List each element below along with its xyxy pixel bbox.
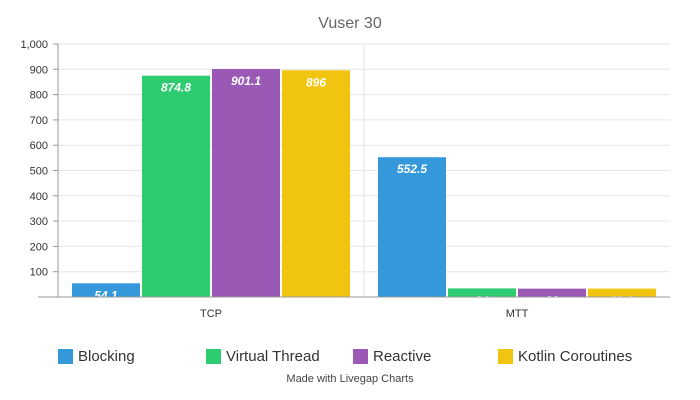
bar[interactable] <box>72 283 140 297</box>
bar[interactable] <box>448 288 516 297</box>
y-tick-label: 500 <box>30 166 48 178</box>
y-tick-label: 1,000 <box>20 39 48 51</box>
labels-layer: 54.1 874.8 901.1 896 552.5 34 33 33.3 <box>94 74 634 308</box>
bar[interactable] <box>588 288 656 297</box>
credit-text: Made with Livegap Charts <box>286 373 414 385</box>
bar-value-label: 33.3 <box>610 294 634 308</box>
y-tick-label: 200 <box>30 241 48 253</box>
bar-value-label: 552.5 <box>397 162 427 176</box>
y-tick-label: 400 <box>30 191 48 203</box>
y-tick-label: 900 <box>30 64 48 76</box>
bar-value-label: 896 <box>306 75 326 89</box>
bar[interactable] <box>142 75 210 297</box>
legend-item[interactable]: Kotlin Coroutines <box>498 346 632 366</box>
legend-item[interactable]: Blocking <box>58 346 135 366</box>
legend-label: Kotlin Coroutines <box>518 347 633 365</box>
legend-item[interactable]: Virtual Thread <box>206 346 320 366</box>
bar-chart: 54.1 874.8 901.1 896 552.5 34 33 33.3 100 200 300… <box>20 15 670 320</box>
bar-value-label: 874.8 <box>161 81 191 95</box>
axes-layer: 100 200 300 400 500 600 700 800 900 1,000 TCP MTT <box>20 39 670 320</box>
bar-value-label: 901.1 <box>231 74 261 88</box>
legend: Blocking Virtual Thread Reactive Kotlin Cor… <box>58 346 678 366</box>
legend-label: Virtual Thread <box>226 347 320 365</box>
legend-swatch <box>498 348 513 364</box>
x-tick-label: MTT <box>506 308 529 320</box>
y-tick-label: 700 <box>30 115 48 127</box>
legend-item[interactable]: Reactive <box>353 346 431 366</box>
x-tick-label: TCP <box>200 308 222 320</box>
legend-label: Blocking <box>78 347 135 365</box>
legend-swatch <box>58 348 73 364</box>
legend-label: Reactive <box>373 347 432 365</box>
bar-value-label: 34 <box>475 293 489 307</box>
bar[interactable] <box>282 70 350 297</box>
chart-title: Vuser 30 <box>318 15 382 32</box>
bar[interactable] <box>378 157 446 297</box>
bar-value-label: 54.1 <box>94 288 118 302</box>
y-tick-label: 300 <box>30 216 48 228</box>
bar-value-label: 33 <box>545 294 559 308</box>
bars-layer <box>72 69 656 297</box>
legend-swatch <box>353 348 368 364</box>
bar[interactable] <box>212 69 280 297</box>
y-tick-label: 800 <box>30 90 48 102</box>
legend-swatch <box>206 348 221 364</box>
bar[interactable] <box>518 288 586 297</box>
y-tick-label: 600 <box>30 140 48 152</box>
y-tick-label: 100 <box>30 267 48 279</box>
